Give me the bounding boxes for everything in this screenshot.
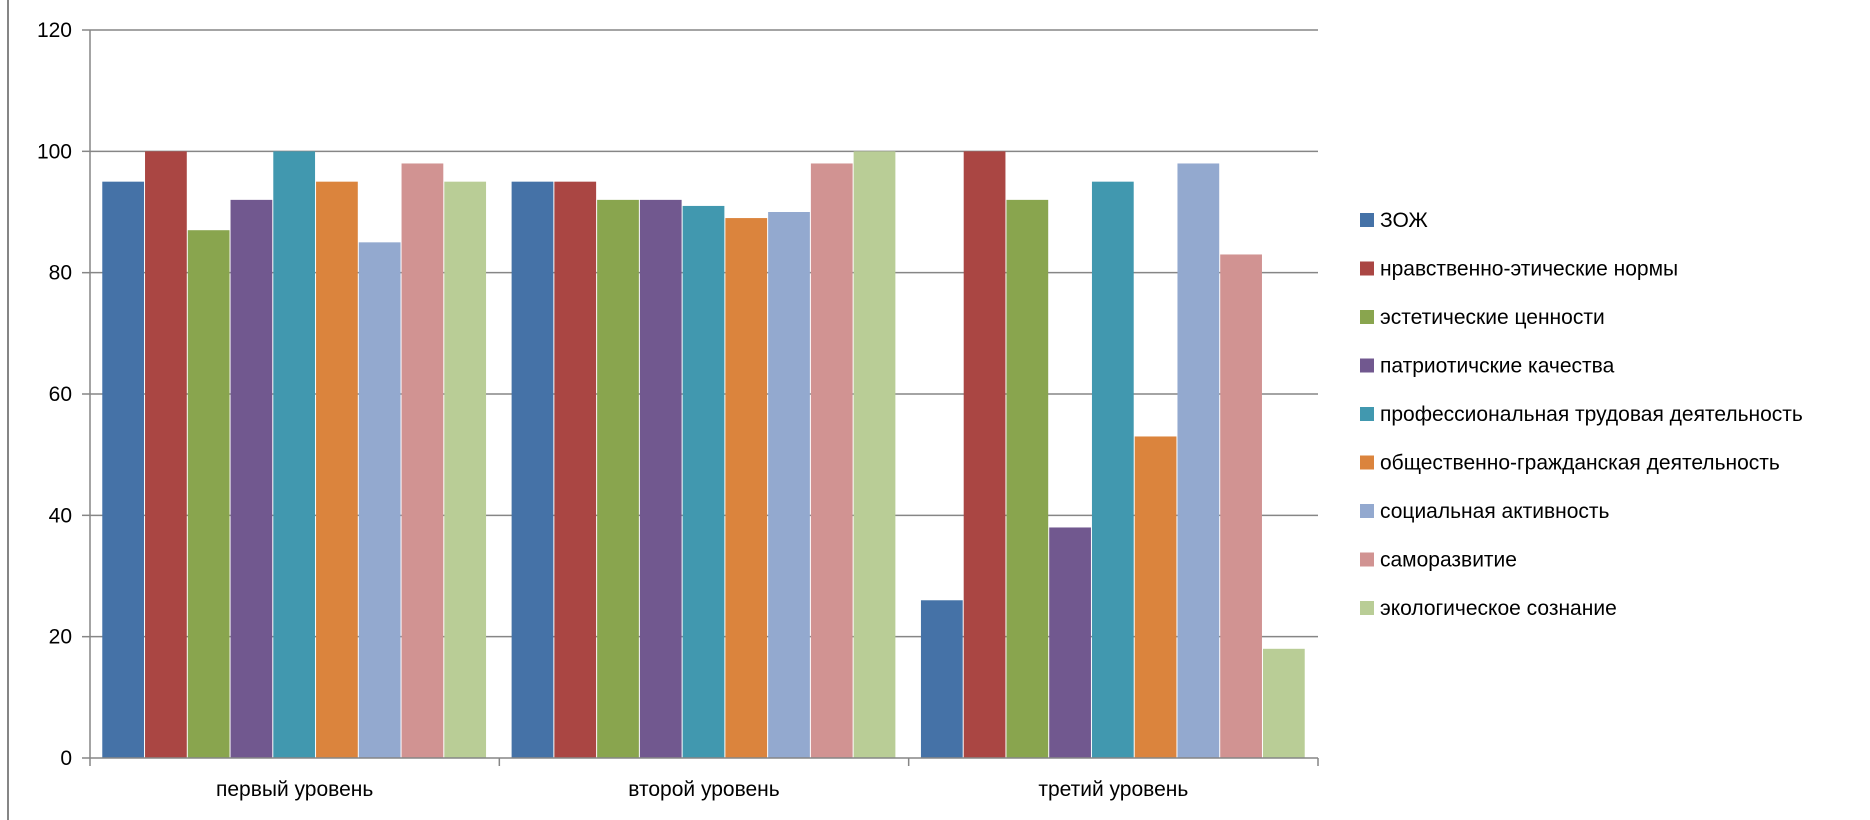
bar-1-cat-3: [920, 600, 963, 758]
legend-label-5: профессиональная трудовая деятельность: [1380, 403, 1803, 426]
bar-8-cat-1: [401, 163, 444, 758]
y-tick-label: 40: [49, 504, 72, 527]
y-tick-label: 80: [49, 262, 72, 285]
bar-7-cat-3: [1177, 163, 1220, 758]
legend-label-3: эстетические ценности: [1380, 306, 1605, 329]
legend-label-7: социальная активность: [1380, 500, 1610, 523]
bar-4-cat-2: [639, 199, 682, 758]
bar-3-cat-2: [597, 199, 639, 758]
legend-label-1: ЗОЖ: [1380, 209, 1428, 232]
legend-swatch-2: [1360, 261, 1374, 276]
bar-3-cat-1: [187, 230, 230, 758]
legend-swatch-7: [1360, 504, 1374, 518]
legend-label-6: общественно-гражданская деятельность: [1380, 452, 1780, 475]
legend-swatch-8: [1360, 552, 1374, 567]
legend-swatch-6: [1360, 455, 1374, 470]
bar-1-cat-1: [102, 181, 145, 758]
bar-3-cat-3: [1006, 199, 1049, 758]
legend-label-9: экологическое сознание: [1380, 597, 1617, 620]
bar-6-cat-1: [316, 181, 358, 758]
x-category-label: третий уровень: [1038, 778, 1188, 801]
bar-8-cat-2: [810, 163, 853, 758]
legend-label-8: саморазвитие: [1380, 549, 1517, 572]
bar-5-cat-2: [682, 205, 725, 758]
bars: [102, 151, 1305, 759]
y-tick-label: 100: [37, 140, 72, 163]
bar-9-cat-2: [853, 151, 896, 759]
bar-5-cat-3: [1091, 181, 1134, 758]
y-tick-label: 0: [60, 747, 72, 770]
legend-swatch-4: [1360, 358, 1374, 373]
legend-swatch-9: [1360, 601, 1374, 615]
legend-swatch-1: [1360, 213, 1374, 227]
bar-4-cat-1: [230, 199, 273, 758]
bar-8-cat-3: [1220, 254, 1262, 758]
legend-swatch-5: [1360, 407, 1374, 421]
axes: 0 20 40 60 80 100 120 первый уровень второй уров…: [37, 19, 1319, 801]
x-category-label: второй уровень: [628, 778, 779, 801]
bar-1-cat-2: [511, 181, 554, 758]
bar-2-cat-3: [963, 151, 1006, 759]
y-tick-label: 120: [37, 19, 72, 42]
y-tick-label: 20: [49, 626, 72, 649]
bar-7-cat-1: [358, 242, 401, 759]
x-category-label: первый уровень: [216, 778, 373, 801]
bar-6-cat-3: [1134, 436, 1177, 758]
bar-9-cat-3: [1262, 648, 1305, 758]
legend-swatch-3: [1360, 310, 1374, 324]
bar-7-cat-2: [768, 212, 810, 758]
bar-6-cat-2: [725, 218, 768, 759]
y-tick-label: 60: [49, 383, 72, 406]
bar-2-cat-2: [554, 181, 597, 758]
legend-label-2: нравственно-этические нормы: [1380, 258, 1678, 281]
legend-label-4: патриотичские качества: [1380, 355, 1615, 378]
legend: ЗОЖ нравственно-этические нормы эстетическ…: [1360, 209, 1803, 620]
bar-5-cat-1: [273, 151, 316, 759]
bar-9-cat-1: [444, 181, 487, 758]
bar-4-cat-3: [1049, 527, 1091, 758]
bar-2-cat-1: [145, 151, 187, 759]
